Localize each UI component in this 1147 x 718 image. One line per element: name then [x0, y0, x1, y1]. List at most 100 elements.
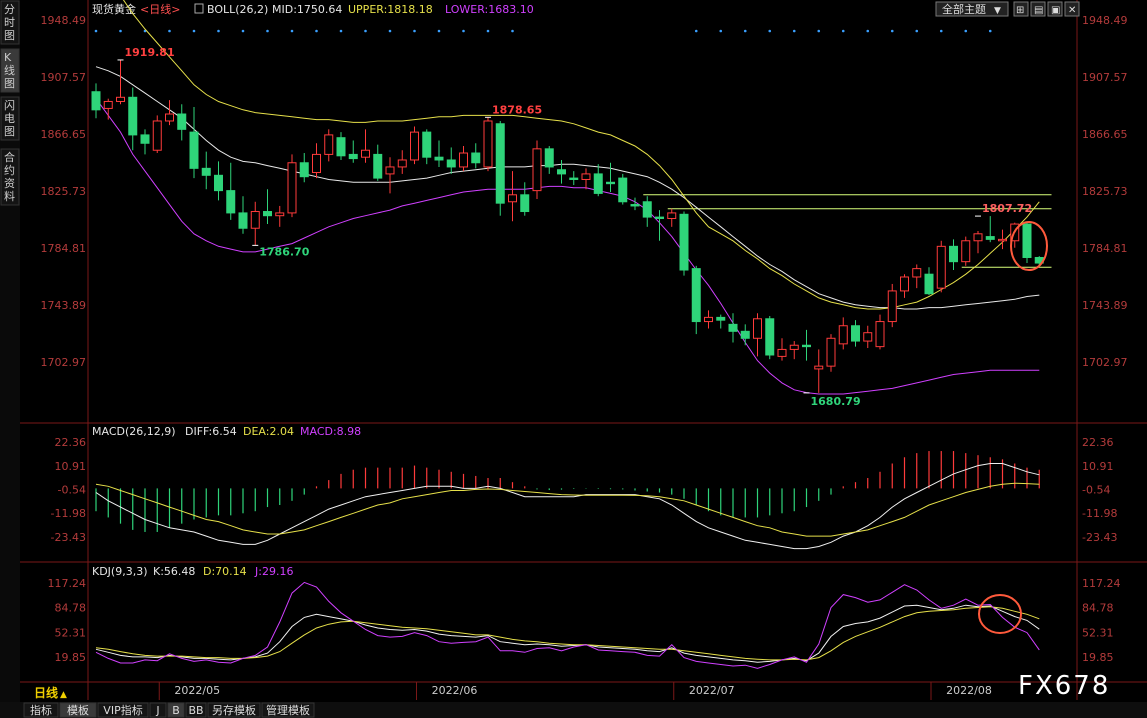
signal-dot: [890, 29, 894, 33]
candle-body: [189, 131, 199, 169]
side-tab-char: 电: [4, 112, 15, 125]
kdj-d-label: D:70.14: [203, 565, 247, 578]
candle-body: [520, 194, 530, 213]
kdj-panel: 117.24 117.24 84.78 84.78 52.31 52.31 19.85 19.…: [48, 577, 1121, 669]
side-tab-0[interactable]: [0, 0, 20, 45]
indicator-toggle-box[interactable]: [194, 3, 204, 14]
price-panel: 1948.49 1948.49 1907.57 1907.57 1866.65 1866.…: [41, 0, 1128, 408]
candle-body: [814, 365, 824, 370]
candle-body: [851, 325, 860, 342]
main-header: 现货黄金 <日线> BOLL(26,2) MID:1750.64 UPPER:1…: [92, 2, 534, 16]
candle-body: [985, 236, 995, 240]
bottom-tab-5[interactable]: [185, 702, 207, 718]
candle-body: [140, 134, 150, 144]
side-tab-2[interactable]: [0, 96, 20, 141]
macd-value-label: MACD:8.98: [300, 425, 361, 438]
bottom-tab-6[interactable]: [207, 702, 261, 718]
theme-select[interactable]: [935, 1, 1009, 17]
side-tab-char: 料: [4, 189, 15, 203]
kdj-tick-left: 19.85: [55, 651, 87, 664]
side-tab-3[interactable]: [0, 148, 20, 206]
bottom-tab-1[interactable]: [59, 702, 97, 718]
restore-button[interactable]: [1030, 1, 1046, 17]
macd-panel: 22.36 22.36 10.91 10.91 -0.54 -0.54 -11.98 -11.…: [51, 436, 1117, 550]
candle-body: [287, 162, 297, 214]
price-tick-left: 1784.81: [41, 242, 87, 255]
price-tick-left: 1948.49: [41, 14, 87, 27]
candle-body: [410, 131, 419, 161]
signal-dot: [988, 29, 992, 33]
signal-dot: [388, 29, 392, 33]
macd-tick-left: -11.98: [51, 507, 86, 520]
boll-lower-line: [95, 98, 1040, 395]
signal-dot: [743, 29, 747, 33]
candle-body: [667, 212, 677, 219]
signal-dot: [119, 29, 122, 33]
price-tick-right: 1866.65: [1082, 128, 1128, 141]
grid-layout-button[interactable]: [1013, 1, 1029, 17]
candle-body: [557, 169, 566, 175]
candle-body: [361, 149, 370, 158]
bottom-tab-7[interactable]: [261, 702, 315, 718]
candle-body: [250, 211, 260, 229]
candle-body: [679, 213, 689, 271]
price-tick-left: 1825.73: [41, 185, 87, 198]
signal-dot: [94, 29, 98, 33]
candle-body: [238, 212, 248, 229]
candle-body: [495, 123, 505, 204]
price-annotation: 1680.79: [811, 395, 861, 408]
price-annotation: 1919.81: [125, 46, 175, 59]
bottom-tab-0[interactable]: [23, 702, 59, 718]
signal-dot: [915, 29, 919, 33]
bottom-tab-2[interactable]: [97, 702, 149, 718]
bottom-tab-4[interactable]: [167, 702, 185, 718]
signal-dot: [841, 29, 845, 33]
side-tab-1[interactable]: [0, 48, 20, 93]
signal-dot: [290, 29, 294, 33]
candle-body: [226, 190, 236, 214]
candle-body: [336, 137, 346, 157]
boll-mid: MID:1750.64: [272, 3, 342, 16]
fx678-watermark: FX678: [1018, 671, 1110, 701]
boll-lower: LOWER:1683.10: [445, 3, 534, 16]
candle-body: [508, 194, 517, 203]
close-button[interactable]: [1064, 1, 1080, 17]
candle-body: [459, 152, 468, 168]
signal-dot: [217, 29, 220, 33]
candle-body: [275, 212, 285, 217]
kdj-tick-left: 52.31: [55, 626, 87, 639]
date-tick-label: 2022/06: [432, 684, 478, 697]
candle-body: [912, 268, 922, 278]
period-button[interactable]: 日线: [34, 685, 58, 700]
candle-body: [618, 177, 628, 203]
candle-body: [483, 120, 493, 168]
candle-body: [998, 238, 1007, 242]
signal-dot: [939, 29, 943, 33]
theme-select-label: 全部主题: [942, 2, 986, 16]
candle-body: [569, 177, 579, 180]
kdj-tick-right: 84.78: [1082, 602, 1114, 615]
price-tick-right: 1784.81: [1082, 242, 1128, 255]
candle-body: [642, 201, 652, 218]
kdj-d-line: [95, 606, 1040, 661]
macd-tick-right: 22.36: [1082, 436, 1114, 449]
candle-body: [949, 245, 958, 263]
signal-dot: [866, 29, 870, 33]
candle-body: [214, 174, 223, 192]
bottom-tab-label: BB: [188, 704, 203, 717]
signal-dot: [719, 29, 723, 33]
signal-dot: [413, 29, 416, 33]
bottom-tab-label: J: [155, 704, 159, 717]
price-tick-right: 1702.97: [1082, 356, 1128, 369]
candle-body: [312, 153, 321, 174]
bottom-tab-3[interactable]: [149, 702, 167, 718]
kdj-tick-left: 117.24: [48, 577, 87, 590]
candle-body: [887, 290, 897, 323]
minimize-button[interactable]: [1047, 1, 1063, 17]
price-tick-right: 1907.57: [1082, 71, 1128, 84]
period-label: <日线>: [140, 2, 180, 16]
bottom-tab-label: 指标: [30, 703, 52, 717]
candle-body: [973, 233, 983, 242]
